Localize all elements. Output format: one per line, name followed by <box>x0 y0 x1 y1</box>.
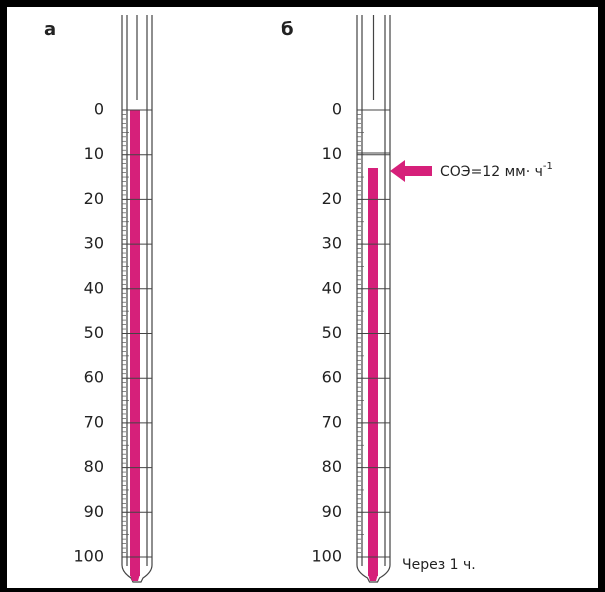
annotation-text: СОЭ=12 мм· ч <box>440 164 543 180</box>
arrow <box>390 160 432 182</box>
blood-column <box>130 110 140 576</box>
scale-label: 80 <box>84 457 104 476</box>
caption: Через 1 ч. <box>402 557 476 573</box>
blood-tip <box>130 574 140 581</box>
annotation-superscript: -1 <box>543 161 553 172</box>
scale-label: 0 <box>332 100 342 119</box>
scale-label: 100 <box>311 547 342 566</box>
scale-label: 10 <box>84 144 104 163</box>
scale-label: 40 <box>84 278 104 297</box>
tube-outline <box>121 15 153 583</box>
scale-label: 90 <box>322 502 342 521</box>
panel-letter: а <box>44 19 56 40</box>
scale-label: 30 <box>84 234 104 253</box>
background <box>7 7 598 588</box>
scale-label: 100 <box>73 547 104 566</box>
tube-outline <box>356 15 391 583</box>
scale-label: 0 <box>94 100 104 119</box>
scale-label: 10 <box>322 144 342 163</box>
scale-label: 60 <box>322 368 342 387</box>
panel-letter: б <box>281 19 294 40</box>
scale-label: 40 <box>322 278 342 297</box>
scale-label: 90 <box>84 502 104 521</box>
scale-label: 70 <box>84 412 104 431</box>
scale-label: 70 <box>322 412 342 431</box>
blood-tip <box>368 574 378 581</box>
scale-label: 50 <box>84 323 104 342</box>
scale-label: 20 <box>84 189 104 208</box>
scale-label: 60 <box>84 368 104 387</box>
blood-column <box>368 168 378 576</box>
scale-label: 50 <box>322 323 342 342</box>
scale-label: 20 <box>322 189 342 208</box>
annotation: СОЭ=12 мм· ч-1 <box>440 161 553 180</box>
scale-label: 30 <box>322 234 342 253</box>
scale-label: 80 <box>322 457 342 476</box>
